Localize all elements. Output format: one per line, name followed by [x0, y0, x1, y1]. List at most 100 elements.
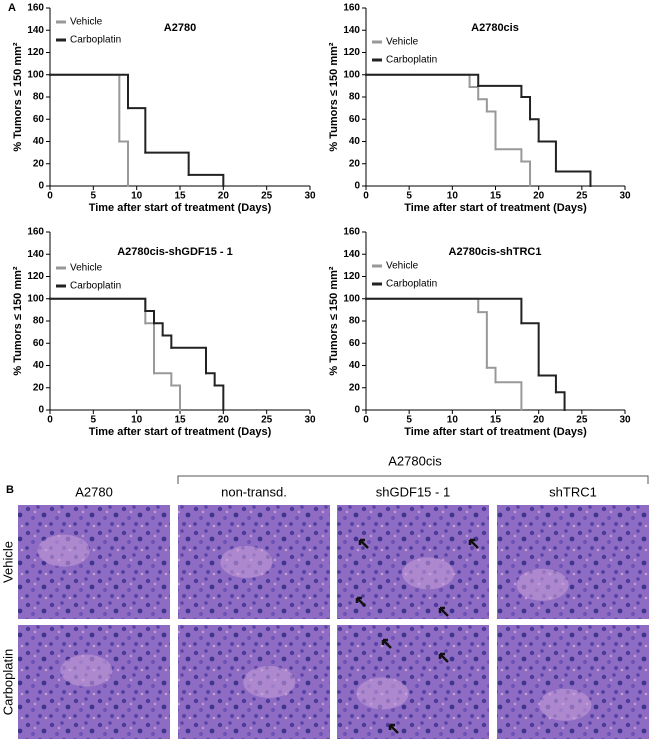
x-tick-label: 10	[131, 415, 143, 426]
y-tick-label: 160	[343, 227, 360, 238]
arrow	[438, 606, 449, 617]
column-header: non-transd.	[221, 484, 287, 499]
x-tick-label: 10	[447, 415, 459, 426]
x-tick-label: 0	[47, 415, 53, 426]
y-tick-label: 100	[343, 69, 360, 80]
survival-step	[554, 170, 592, 187]
histology-image	[497, 505, 649, 619]
x-axis-label: Time after start of treatment (Days)	[404, 202, 587, 214]
x-tick-label: 15	[174, 191, 186, 202]
survival-step	[365, 73, 471, 88]
y-tick-label: 60	[33, 338, 45, 349]
x-tick-label: 5	[406, 191, 412, 202]
x-tick-label: 0	[47, 191, 53, 202]
y-axis-label: % Tumors ≤ 150 mm²	[328, 266, 340, 375]
x-tick-label: 15	[490, 415, 502, 426]
x-tick-label: 25	[576, 415, 588, 426]
y-tick-label: 0	[354, 405, 360, 416]
survival-step	[170, 346, 207, 375]
y-tick-label: 120	[27, 47, 44, 58]
column-header: A2780	[75, 484, 113, 499]
survival-step	[118, 140, 129, 187]
tissue-region	[220, 546, 273, 578]
x-tick-label: 20	[218, 191, 230, 202]
histology-image	[337, 625, 489, 739]
x-tick-label: 30	[304, 191, 316, 202]
survival-step	[153, 322, 164, 337]
arrow	[388, 723, 399, 734]
y-tick-label: 40	[33, 136, 45, 147]
chart-title: A2780cis	[471, 22, 519, 34]
y-tick-label: 0	[38, 405, 44, 416]
survival-step	[477, 84, 523, 98]
survival-step	[49, 73, 121, 143]
group-label: A2780cis	[388, 453, 442, 468]
survival-step	[477, 98, 488, 113]
column-header: shTRC1	[549, 484, 597, 499]
legend-label: Vehicle	[386, 37, 419, 48]
survival-step	[127, 107, 147, 154]
survival-step	[520, 96, 532, 121]
tissue-region	[60, 654, 113, 687]
y-tick-label: 160	[27, 3, 44, 14]
survival-step	[187, 173, 225, 187]
x-tick-label: 25	[576, 191, 588, 202]
y-tick-label: 100	[27, 69, 44, 80]
y-tick-label: 120	[27, 271, 44, 282]
survival-step	[49, 73, 129, 110]
panel-label: B	[6, 484, 14, 496]
row-label: Carboplatin	[0, 649, 15, 716]
panel-label: A	[8, 2, 16, 14]
survival-step	[49, 297, 147, 325]
y-tick-label: 140	[343, 249, 360, 260]
x-tick-label: 0	[363, 191, 369, 202]
y-tick-label: 120	[343, 271, 360, 282]
group-bracket	[177, 475, 649, 484]
chart-title: A2780cis-shGDF15 - 1	[117, 246, 233, 258]
x-tick-label: 5	[91, 191, 97, 202]
y-tick-label: 60	[349, 114, 361, 125]
y-axis-label: % Tumors ≤ 150 mm²	[12, 42, 24, 151]
survival-step	[365, 73, 480, 87]
legend-label: Carboplatin	[386, 55, 437, 66]
x-tick-label: 20	[533, 191, 545, 202]
y-tick-label: 120	[343, 47, 360, 58]
survival-step	[554, 391, 566, 411]
survival-step	[537, 140, 557, 173]
survival-step	[144, 309, 155, 325]
y-tick-label: 60	[349, 338, 361, 349]
y-tick-label: 100	[27, 293, 44, 304]
y-tick-label: 0	[354, 181, 360, 192]
y-tick-label: 160	[343, 3, 360, 14]
x-tick-label: 15	[174, 415, 186, 426]
tissue-region	[356, 677, 409, 710]
legend-label: Carboplatin	[70, 35, 121, 46]
x-tick-label: 15	[490, 191, 502, 202]
arrow	[438, 652, 449, 663]
tissue-region	[37, 534, 90, 567]
survival-step	[494, 148, 523, 163]
x-axis-label: Time after start of treatment (Days)	[89, 202, 272, 214]
survival-step	[49, 297, 147, 312]
x-tick-label: 0	[363, 415, 369, 426]
y-tick-label: 40	[33, 360, 45, 371]
survival-step	[161, 334, 173, 349]
y-tick-label: 80	[349, 316, 361, 327]
survival-step	[144, 322, 155, 375]
survival-step	[468, 85, 480, 101]
x-tick-label: 20	[533, 415, 545, 426]
survival-step	[520, 160, 532, 187]
x-tick-label: 25	[261, 415, 273, 426]
survival-step	[170, 384, 181, 411]
legend-label: Carboplatin	[70, 281, 121, 292]
y-tick-label: 20	[349, 382, 361, 393]
x-tick-label: 10	[131, 191, 143, 202]
tissue-region	[243, 666, 296, 698]
histology-image	[18, 505, 170, 619]
y-tick-label: 0	[38, 181, 44, 192]
y-tick-label: 80	[349, 92, 361, 103]
survival-step	[494, 381, 523, 411]
survival-step	[477, 311, 488, 369]
chart-title: A2780	[164, 22, 196, 34]
